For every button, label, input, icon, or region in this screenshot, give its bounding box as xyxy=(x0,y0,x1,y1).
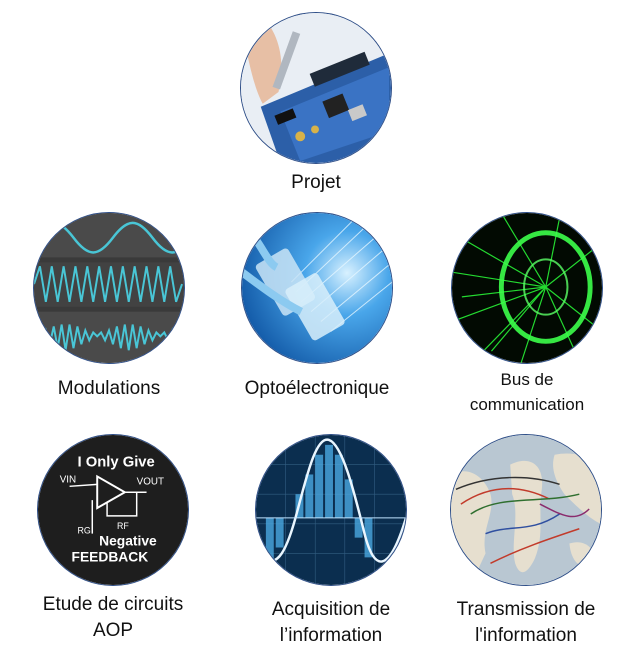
data-tunnel-photo xyxy=(451,212,603,364)
tile-label: Bus de communication xyxy=(469,370,585,414)
cable-map-photo xyxy=(450,434,602,586)
tile-label: Acquisition de l’information xyxy=(271,599,391,646)
signal-sampling-photo xyxy=(255,434,407,586)
tile-label: Optoélectronique xyxy=(244,378,390,399)
svg-text:I Only Give: I Only Give xyxy=(77,455,154,471)
svg-text:VIN: VIN xyxy=(60,474,76,485)
circuit-board-photo xyxy=(240,12,392,164)
op-amp-feedback-photo: I Only Give VIN VOUT RF RG Negative FEED… xyxy=(37,434,189,586)
tile-label: Projet xyxy=(291,172,341,193)
svg-text:Negative: Negative xyxy=(99,533,157,549)
tile-label: Modulations xyxy=(57,378,161,399)
svg-text:RG: RG xyxy=(77,526,90,536)
fiber-optic-photo xyxy=(241,212,393,364)
svg-text:VOUT: VOUT xyxy=(137,476,164,487)
svg-text:FEEDBACK: FEEDBACK xyxy=(72,548,149,564)
svg-text:RF: RF xyxy=(117,521,129,531)
tile-label: Etude de circuits AOP xyxy=(42,594,184,641)
tile-label: Transmission de l'information xyxy=(456,599,596,646)
modulation-waves-photo xyxy=(33,212,185,364)
